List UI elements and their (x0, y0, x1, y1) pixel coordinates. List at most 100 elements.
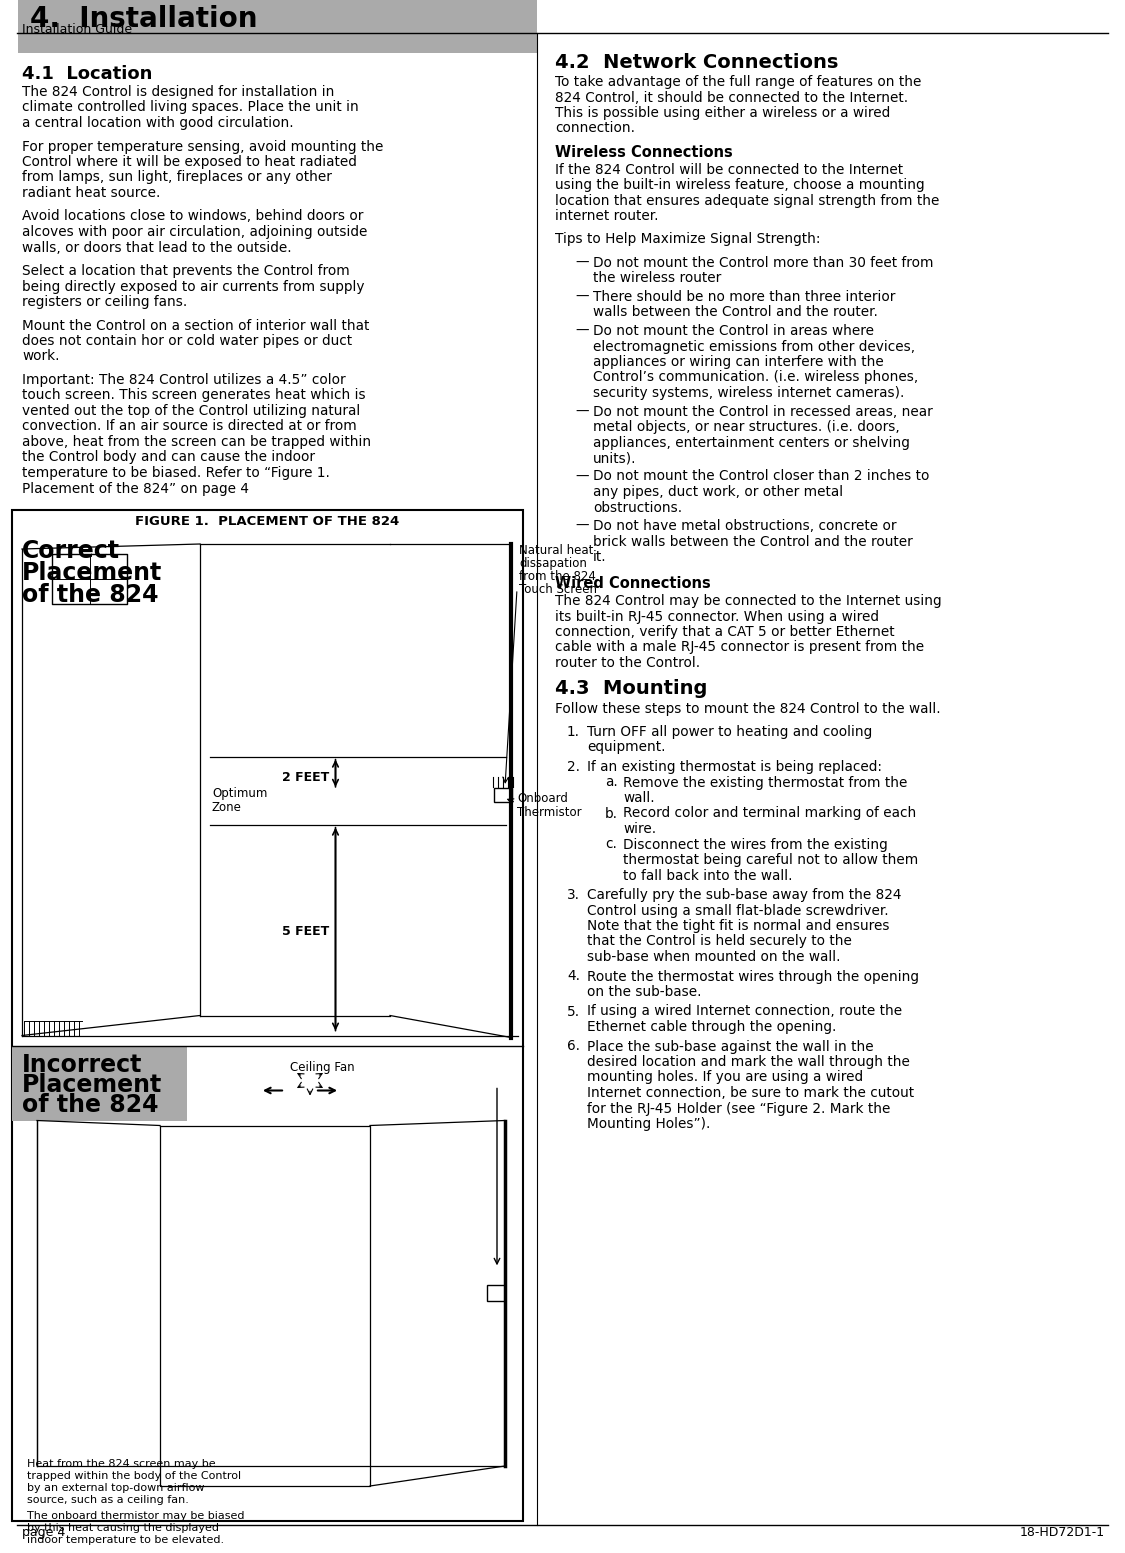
Text: Natural heat: Natural heat (519, 544, 593, 558)
Text: walls between the Control and the router.: walls between the Control and the router… (593, 306, 878, 320)
Text: work.: work. (22, 349, 60, 363)
Text: security systems, wireless internet cameras).: security systems, wireless internet came… (593, 387, 904, 401)
Text: If using a wired Internet connection, route the: If using a wired Internet connection, ro… (587, 1005, 902, 1019)
Text: Wired Connections: Wired Connections (555, 576, 711, 592)
Text: any pipes, duct work, or other metal: any pipes, duct work, or other metal (593, 485, 843, 499)
Text: connection.: connection. (555, 121, 634, 135)
Text: thermostat being careful not to allow them: thermostat being careful not to allow th… (623, 853, 918, 867)
Text: wall.: wall. (623, 790, 655, 804)
Text: walls, or doors that lead to the outside.: walls, or doors that lead to the outside… (22, 241, 291, 255)
Text: 824 Control, it should be connected to the Internet.: 824 Control, it should be connected to t… (555, 90, 908, 104)
Text: If an existing thermostat is being replaced:: If an existing thermostat is being repla… (587, 759, 882, 773)
Text: Ceiling Fan: Ceiling Fan (290, 1061, 354, 1073)
Text: c.: c. (605, 837, 616, 851)
Text: indoor temperature to be elevated.: indoor temperature to be elevated. (27, 1534, 224, 1545)
Text: The 824 Control may be connected to the Internet using: The 824 Control may be connected to the … (555, 593, 942, 609)
Text: Disconnect the wires from the existing: Disconnect the wires from the existing (623, 837, 888, 851)
Text: 2.: 2. (567, 759, 580, 773)
Text: registers or ceiling fans.: registers or ceiling fans. (22, 295, 187, 309)
Bar (18, 0, 537, 53)
Text: Do not mount the Control in areas where: Do not mount the Control in areas where (593, 325, 874, 339)
Text: metal objects, or near structures. (i.e. doors,: metal objects, or near structures. (i.e.… (593, 419, 900, 433)
Text: appliances or wiring can interfere with the: appliances or wiring can interfere with … (593, 356, 884, 370)
Text: Placement: Placement (22, 1073, 162, 1098)
Text: appliances, entertainment centers or shelving: appliances, entertainment centers or she… (593, 435, 910, 449)
Text: sub-base when mounted on the wall.: sub-base when mounted on the wall. (587, 950, 840, 964)
Text: Do not mount the Control in recessed areas, near: Do not mount the Control in recessed are… (593, 404, 933, 418)
Text: Turn OFF all power to heating and cooling: Turn OFF all power to heating and coolin… (587, 725, 872, 739)
Text: For proper temperature sensing, avoid mounting the: For proper temperature sensing, avoid mo… (22, 140, 384, 154)
Bar (487, 1286, 505, 1301)
Text: that the Control is held securely to the: that the Control is held securely to the (587, 935, 852, 949)
Text: for the RJ-45 Holder (see “Figure 2. Mark the: for the RJ-45 Holder (see “Figure 2. Mar… (587, 1101, 890, 1115)
Text: Record color and terminal marking of each: Record color and terminal marking of eac… (623, 806, 916, 820)
Text: units).: units). (593, 450, 637, 464)
Text: on the sub-base.: on the sub-base. (587, 985, 702, 999)
Text: trapped within the body of the Control: trapped within the body of the Control (27, 1471, 241, 1482)
Text: alcoves with poor air circulation, adjoining outside: alcoves with poor air circulation, adjoi… (22, 225, 368, 239)
Text: the Control body and can cause the indoor: the Control body and can cause the indoo… (22, 450, 315, 464)
Text: connection, verify that a CAT 5 or better Ethernet: connection, verify that a CAT 5 or bette… (555, 624, 894, 638)
Text: using the built-in wireless feature, choose a mounting: using the built-in wireless feature, cho… (555, 179, 925, 193)
Text: Onboard: Onboard (518, 792, 568, 804)
Text: 2 FEET: 2 FEET (282, 770, 330, 784)
Text: The 824 Control is designed for installation in: The 824 Control is designed for installa… (22, 85, 334, 99)
Text: a.: a. (605, 775, 618, 789)
Text: Thermistor: Thermistor (518, 806, 582, 818)
Bar (494, 787, 512, 801)
Text: above, heat from the screen can be trapped within: above, heat from the screen can be trapp… (22, 435, 371, 449)
Text: —: — (575, 404, 588, 418)
Text: mounting holes. If you are using a wired: mounting holes. If you are using a wired (587, 1070, 863, 1084)
Text: 6.: 6. (567, 1039, 580, 1053)
Text: the wireless router: the wireless router (593, 272, 721, 286)
Text: from lamps, sun light, fireplaces or any other: from lamps, sun light, fireplaces or any… (22, 171, 332, 185)
Text: a central location with good circulation.: a central location with good circulation… (22, 116, 294, 130)
Text: Route the thermostat wires through the opening: Route the thermostat wires through the o… (587, 969, 919, 983)
Text: The onboard thermistor may be biased: The onboard thermistor may be biased (27, 1511, 244, 1520)
Text: —: — (575, 325, 588, 339)
Text: 4.  Installation: 4. Installation (30, 5, 258, 33)
Text: Optimum: Optimum (212, 787, 268, 800)
Text: electromagnetic emissions from other devices,: electromagnetic emissions from other dev… (593, 340, 915, 354)
Text: Installation Guide: Installation Guide (22, 23, 132, 36)
Text: Place the sub-base against the wall in the: Place the sub-base against the wall in t… (587, 1039, 874, 1053)
Text: b.: b. (605, 806, 618, 820)
Text: internet router.: internet router. (555, 210, 658, 224)
Text: Select a location that prevents the Control from: Select a location that prevents the Cont… (22, 264, 350, 278)
Bar (12, 509, 523, 1520)
Text: Do not have metal obstructions, concrete or: Do not have metal obstructions, concrete… (593, 519, 897, 533)
Text: Mounting Holes”).: Mounting Holes”). (587, 1117, 710, 1131)
Text: 5 FEET: 5 FEET (282, 926, 330, 938)
Text: Placement of the 824” on page 4: Placement of the 824” on page 4 (22, 481, 249, 495)
Text: Placement: Placement (22, 561, 162, 585)
Text: it.: it. (593, 550, 606, 564)
Text: Carefully pry the sub-base away from the 824: Carefully pry the sub-base away from the… (587, 888, 901, 902)
Text: Internet connection, be sure to mark the cutout: Internet connection, be sure to mark the… (587, 1086, 915, 1100)
Text: 3.: 3. (567, 888, 580, 902)
Text: Remove the existing thermostat from the: Remove the existing thermostat from the (623, 775, 908, 789)
Text: vented out the top of the Control utilizing natural: vented out the top of the Control utiliz… (22, 404, 360, 418)
Text: Incorrect: Incorrect (22, 1053, 143, 1078)
Text: There should be no more than three interior: There should be no more than three inter… (593, 290, 896, 304)
Text: Ethernet cable through the opening.: Ethernet cable through the opening. (587, 1020, 836, 1034)
Text: 4.: 4. (567, 969, 580, 983)
Text: obstructions.: obstructions. (593, 500, 682, 514)
Text: Wireless Connections: Wireless Connections (555, 144, 732, 160)
Text: Control where it will be exposed to heat radiated: Control where it will be exposed to heat… (22, 155, 357, 169)
Text: FIGURE 1.  PLACEMENT OF THE 824: FIGURE 1. PLACEMENT OF THE 824 (135, 516, 399, 528)
Text: climate controlled living spaces. Place the unit in: climate controlled living spaces. Place … (22, 101, 359, 115)
Text: Avoid locations close to windows, behind doors or: Avoid locations close to windows, behind… (22, 210, 363, 224)
Text: desired location and mark the wall through the: desired location and mark the wall throu… (587, 1054, 910, 1068)
Text: touch screen. This screen generates heat which is: touch screen. This screen generates heat… (22, 388, 366, 402)
Text: by an external top-down airflow: by an external top-down airflow (27, 1483, 205, 1492)
Text: 4.2  Network Connections: 4.2 Network Connections (555, 53, 838, 71)
Text: does not contain hor or cold water pipes or duct: does not contain hor or cold water pipes… (22, 334, 352, 348)
Text: its built-in RJ-45 connector. When using a wired: its built-in RJ-45 connector. When using… (555, 609, 879, 623)
Text: of the 824: of the 824 (22, 1093, 159, 1118)
Text: 4.3  Mounting: 4.3 Mounting (555, 680, 708, 699)
Bar (12, 1045, 187, 1121)
Text: Control’s communication. (i.e. wireless phones,: Control’s communication. (i.e. wireless … (593, 371, 918, 385)
Text: location that ensures adequate signal strength from the: location that ensures adequate signal st… (555, 194, 939, 208)
Text: of the 824: of the 824 (22, 582, 159, 607)
Text: Follow these steps to mount the 824 Control to the wall.: Follow these steps to mount the 824 Cont… (555, 702, 940, 716)
